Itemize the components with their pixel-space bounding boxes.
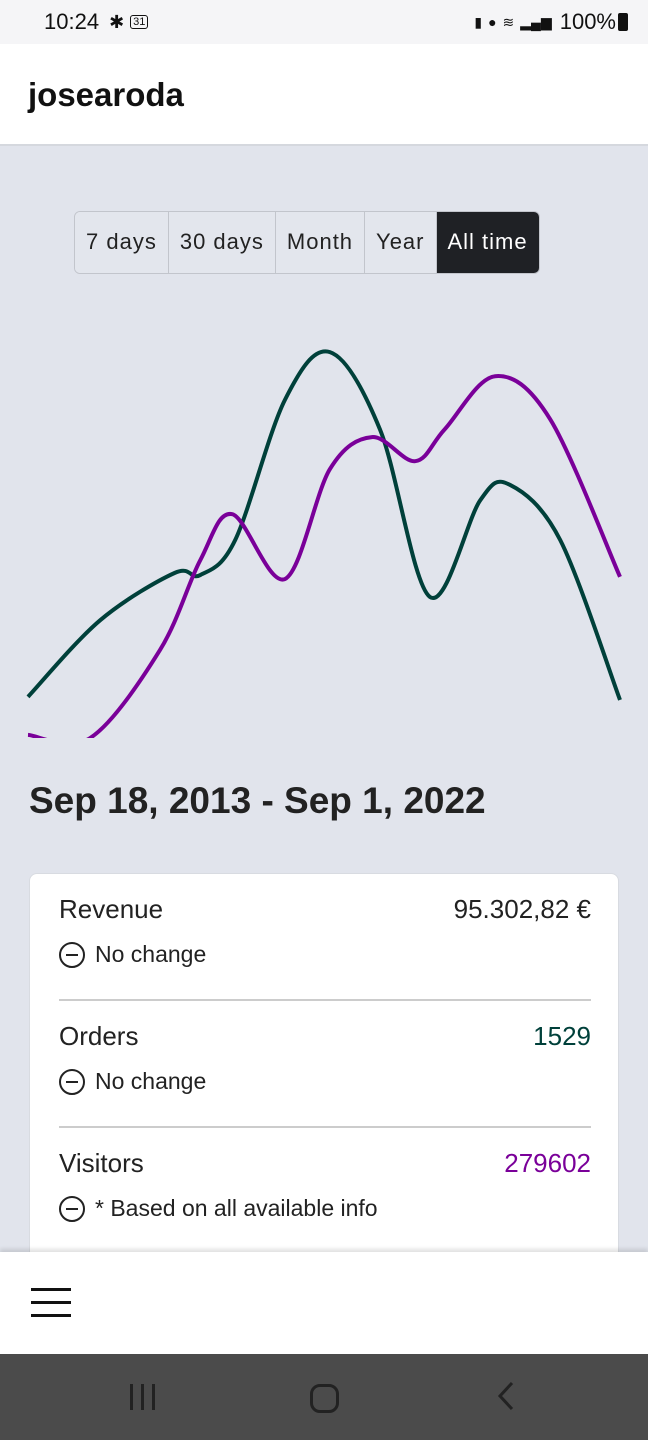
back-icon[interactable] xyxy=(496,1380,516,1412)
tab-30-days[interactable]: 30 days xyxy=(168,212,276,273)
range-selector: 7 days 30 days Month Year All time xyxy=(74,211,540,274)
minus-circle-icon xyxy=(59,1068,85,1095)
stat-label: Revenue xyxy=(59,894,164,924)
stat-change: * Based on all available info xyxy=(95,1195,378,1221)
stat-label: Orders xyxy=(59,1021,139,1051)
stat-row-revenue: Revenue 95.302,82 € No change xyxy=(59,874,591,1001)
tab-7-days[interactable]: 7 days xyxy=(75,212,169,273)
stat-change: No change xyxy=(95,941,207,967)
tab-month[interactable]: Month xyxy=(275,212,366,273)
calendar-icon: 31 xyxy=(130,15,149,29)
signal-icon: ▂▄▆ xyxy=(520,13,552,30)
stat-value: 279602 xyxy=(504,1148,591,1178)
menu-icon[interactable] xyxy=(31,1286,71,1318)
home-icon[interactable] xyxy=(310,1384,339,1413)
system-nav-bar xyxy=(0,1354,648,1440)
series-line-0 xyxy=(26,349,622,701)
tab-all-time[interactable]: All time xyxy=(436,212,539,273)
stat-change: No change xyxy=(95,1068,207,1094)
battery-icon xyxy=(618,13,628,31)
date-range-heading: Sep 18, 2013 - Sep 1, 2022 xyxy=(29,780,486,821)
bottom-nav xyxy=(0,1252,648,1354)
recent-apps-icon[interactable] xyxy=(128,1384,158,1410)
location-icon: ● xyxy=(488,14,497,30)
battery-saver-icon: ▮ xyxy=(474,13,483,30)
app-header: josearoda xyxy=(0,44,648,146)
notification-icons: ✱ 31 xyxy=(109,11,149,33)
minus-circle-icon xyxy=(59,941,85,968)
stat-value: 1529 xyxy=(533,1021,591,1051)
tab-year[interactable]: Year xyxy=(365,212,437,273)
stats-card: Revenue 95.302,82 € No change Orders 152… xyxy=(29,873,619,1293)
minus-circle-icon xyxy=(59,1195,85,1222)
stat-row-orders: Orders 1529 No change xyxy=(59,1001,591,1128)
stat-row-visitors: Visitors 279602 * Based on all available… xyxy=(59,1128,591,1255)
page-title: josearoda xyxy=(28,76,184,113)
battery-level: 100% xyxy=(559,9,616,34)
series-line-1 xyxy=(27,374,622,738)
clock: 10:24 xyxy=(44,9,100,34)
system-icons: ▮ ● ≋ ▂▄▆ xyxy=(474,14,551,31)
status-bar: 10:24 ✱ 31 ▮ ● ≋ ▂▄▆ 100% xyxy=(0,0,648,44)
slack-icon: ✱ xyxy=(109,11,125,32)
line-chart xyxy=(26,349,622,738)
stat-value: 95.302,82 € xyxy=(453,894,591,924)
stat-label: Visitors xyxy=(59,1148,144,1178)
wifi-icon: ≋ xyxy=(502,13,515,30)
